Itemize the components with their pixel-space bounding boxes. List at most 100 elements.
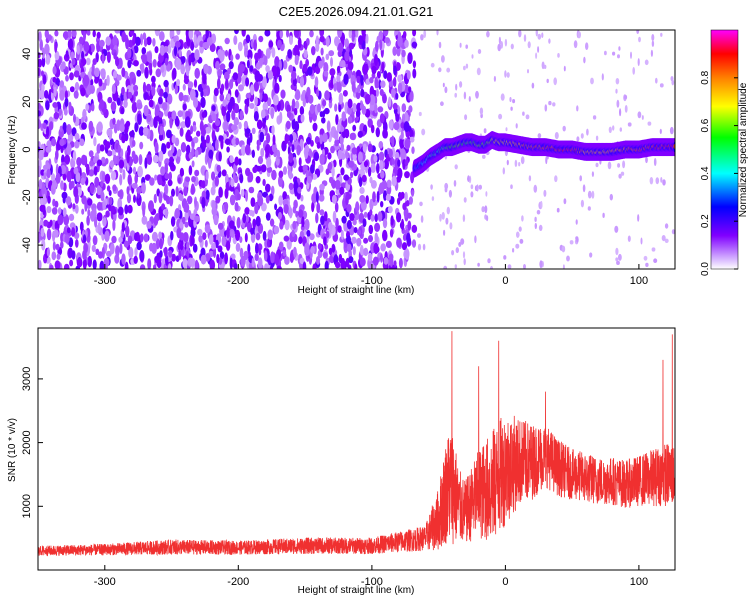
spectrogram-cell: [293, 133, 297, 142]
spectrogram-cell: [163, 246, 168, 258]
spectrogram-cell: [42, 123, 47, 130]
spectrogram-cell: [650, 49, 654, 57]
spectrogram-cell: [380, 243, 386, 252]
spectrogram-cell: [537, 133, 542, 139]
spectrogram-cell: [221, 105, 227, 117]
spectrogram-cell: [454, 164, 458, 170]
spectrogram-cell: [121, 253, 126, 265]
spectrogram-cell: [556, 207, 560, 213]
spectrogram-cell: [378, 79, 382, 90]
spectrogram-cell: [100, 68, 106, 78]
spectrogram-cell: [400, 130, 404, 140]
spectrogram-cell: [325, 53, 330, 60]
spectrogram-cell: [348, 42, 355, 50]
spectrogram-cell: [334, 202, 339, 213]
spectrogram-cell: [371, 65, 377, 75]
spectrogram-cell: [301, 216, 305, 228]
spectrogram-cell: [202, 232, 207, 241]
spectrogram-cell: [200, 127, 206, 137]
spectrogram-cell: [406, 70, 411, 80]
spectrogram-cell: [363, 211, 368, 218]
spectrogram-cell: [194, 49, 200, 61]
spectrogram-cell: [554, 132, 559, 140]
spectrogram-cell: [86, 30, 91, 36]
spectrogram-cell: [536, 209, 541, 215]
spectrogram-cell: [88, 120, 94, 133]
spectrogram-cell: [38, 259, 42, 269]
spectrogram-cell: [169, 116, 173, 129]
spectrogram-cell: [446, 67, 451, 73]
spectrogram-cell: [662, 179, 666, 186]
spectrogram-cell: [617, 163, 621, 168]
spectrogram-cell: [274, 82, 280, 94]
spectrogram-cell: [360, 74, 364, 86]
spectrogram-cell: [367, 118, 373, 128]
spectrogram-cell: [346, 235, 351, 245]
spectrogram-cell: [214, 175, 219, 187]
spectrogram-cell: [392, 102, 398, 110]
spectrogram-cell: [119, 123, 125, 133]
spectrogram-cell: [431, 196, 435, 201]
spectrogram-cell: [117, 206, 124, 216]
spectrogram-cell: [389, 256, 393, 268]
spectrogram-cell: [280, 89, 286, 99]
spectrogram-cell: [323, 236, 327, 246]
spectrogram-cell: [443, 265, 448, 269]
spectrogram-cell: [321, 117, 326, 124]
spectrogram-cell: [267, 229, 274, 240]
spectrogram-cell: [57, 214, 64, 226]
spectrogram-cell: [206, 134, 210, 144]
spectrogram-cell: [235, 242, 241, 252]
spectrogram-cell: [141, 47, 147, 55]
spectrogram-cell: [121, 86, 125, 96]
spectrogram-cell: [341, 215, 347, 224]
spectrogram-cell: [144, 174, 151, 181]
spectrogram-cell: [405, 130, 411, 138]
spectrogram-cell: [254, 96, 258, 106]
spectrogram-cell: [90, 43, 95, 53]
spectrogram-cell: [164, 57, 169, 66]
spectrogram-cell: [615, 78, 620, 85]
spectrogram-cell: [166, 141, 171, 149]
spectrogram-cell: [297, 115, 302, 124]
spectrogram-cell: [404, 191, 408, 202]
spectrogram-cell: [265, 195, 270, 204]
spectrogram-cell: [404, 138, 411, 150]
spectrogram-cell: [324, 90, 330, 101]
spectrogram-cell: [340, 229, 344, 240]
spectrogram-cell: [117, 190, 123, 198]
spectrogram-cell: [118, 159, 125, 169]
spectrogram-cell: [200, 247, 206, 257]
y-tick-label: 0: [21, 146, 33, 152]
spectrogram-cell: [408, 105, 413, 113]
spectrogram-cell: [490, 265, 493, 269]
spectrogram-cell: [192, 243, 198, 253]
spectrogram-cell: [256, 119, 263, 130]
spectrogram-cell: [249, 209, 253, 216]
spectrogram-cell: [229, 257, 233, 269]
spectrogram-cell: [134, 173, 138, 184]
spectrogram-cell: [493, 75, 496, 82]
spectrogram-cell: [178, 49, 182, 58]
spectrogram-cell: [157, 174, 163, 186]
spectrogram-cell: [38, 67, 41, 77]
spectrogram-cell: [190, 183, 195, 195]
spectrogram-cell: [441, 212, 445, 220]
x-tick-label: 0: [502, 576, 508, 588]
spectrogram-cell: [134, 247, 138, 257]
spectrogram-cell: [99, 99, 105, 110]
spectrogram-cell: [176, 79, 181, 86]
spectrogram-cell: [304, 242, 310, 254]
spectrogram-cell: [113, 52, 117, 60]
spectrogram-cell: [240, 189, 245, 197]
spectrogram-cell: [368, 235, 373, 243]
spectrogram-cell: [71, 227, 76, 237]
spectrogram-cell: [359, 103, 365, 110]
spectrogram-cell: [271, 125, 275, 136]
spectrogram-cell: [645, 156, 648, 164]
spectrogram-cell: [398, 192, 403, 201]
spectrogram-cell: [607, 161, 612, 170]
spectrogram-cell: [182, 258, 188, 269]
spectrogram-cell: [516, 232, 520, 237]
spectrogram-cell: [278, 241, 284, 251]
